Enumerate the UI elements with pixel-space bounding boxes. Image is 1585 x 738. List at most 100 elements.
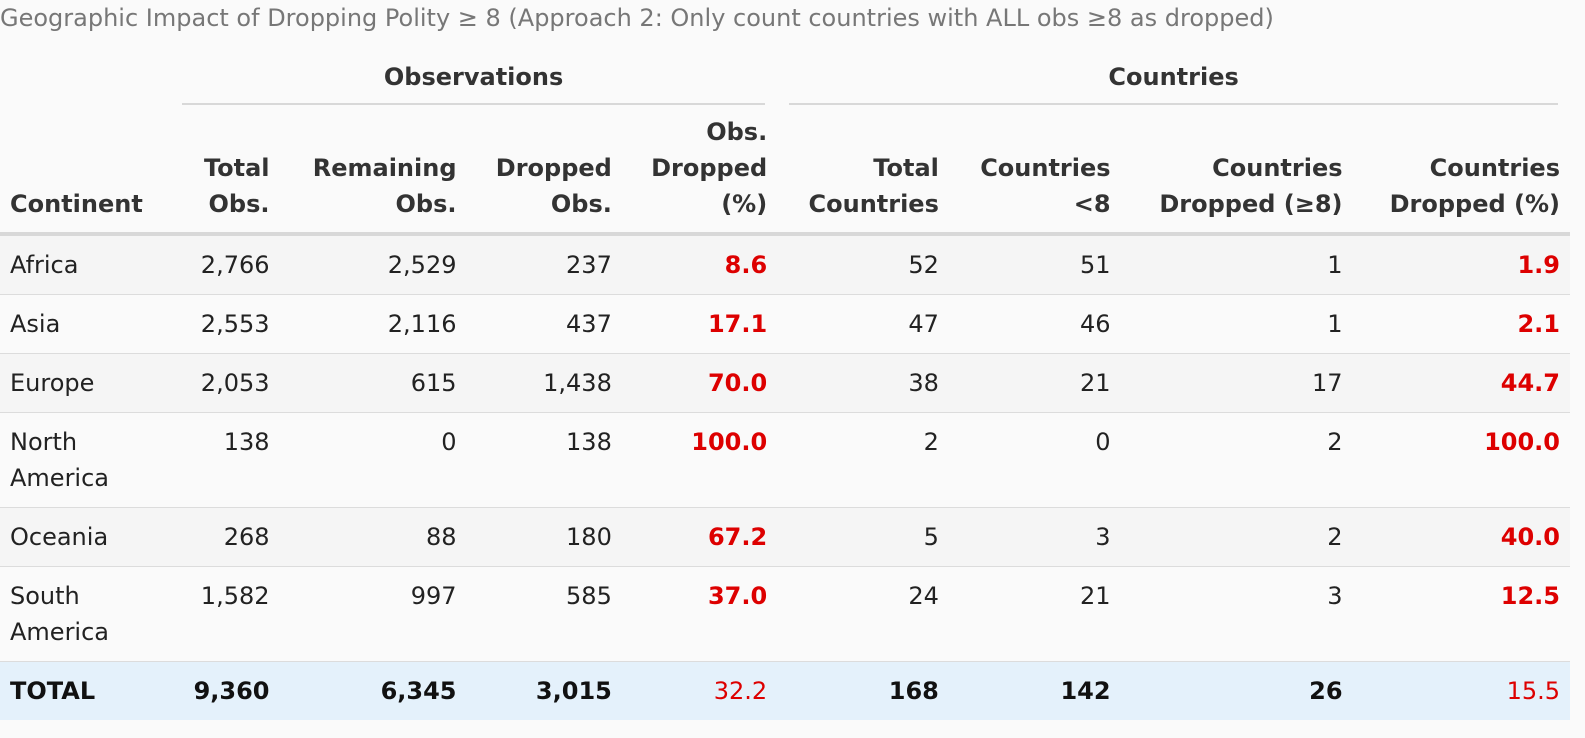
header-countries-dropped-pct: Countries Dropped (%) [1352, 108, 1570, 236]
header-line: Dropped [495, 154, 612, 182]
header-line: (%) [721, 190, 768, 218]
cell-dropped-obs: 585 [466, 566, 622, 662]
spanner-row: Observations Countries [0, 60, 1570, 108]
header-dropped-obs: Dropped Obs. [466, 108, 622, 236]
total-countries-lt8: 142 [948, 661, 1121, 720]
header-countries-dropped: Countries Dropped (≥8) [1120, 108, 1353, 236]
header-obs-dropped-pct: Obs. Dropped (%) [621, 108, 778, 236]
cell-countries-lt8: 21 [948, 353, 1121, 413]
cell-total-obs: 2,553 [170, 294, 280, 354]
cell-countries-dropped: 17 [1120, 353, 1353, 413]
cell-remaining-obs: 88 [279, 507, 467, 567]
column-header-row: Continent Total Obs. Remaining Obs. Drop… [0, 108, 1570, 236]
cell-remaining-obs: 2,116 [279, 294, 467, 354]
cell-dropped-obs: 437 [466, 294, 622, 354]
header-line: Remaining [312, 154, 457, 182]
cell-obs-dropped-pct: 67.2 [621, 507, 778, 567]
header-line: Countries [1429, 154, 1560, 182]
header-line: Countries [808, 190, 939, 218]
total-remaining-obs: 6,345 [279, 661, 467, 720]
total-total-countries: 168 [777, 661, 949, 720]
header-line: Dropped (≥8) [1159, 190, 1343, 218]
total-obs-dropped-pct: 32.2 [621, 661, 778, 720]
header-line: Obs. [208, 190, 270, 218]
cell-total-countries: 52 [777, 234, 949, 295]
continent-name-line: America [10, 464, 109, 492]
cell-obs-dropped-pct: 37.0 [621, 566, 778, 662]
cell-obs-dropped-pct: 8.6 [621, 234, 778, 295]
spanner-observations: Observations [170, 60, 777, 108]
cell-countries-dropped-pct: 100.0 [1352, 412, 1570, 508]
header-total-obs: Total Obs. [170, 108, 280, 236]
cell-dropped-obs: 237 [466, 234, 622, 295]
table-row: North America 138 0 138 100.0 2 0 2 100.0 [0, 412, 1570, 508]
cell-continent: South America [0, 566, 170, 662]
continent-name-line: Asia [10, 310, 61, 338]
cell-total-countries: 24 [777, 566, 949, 662]
spanner-countries: Countries [777, 60, 1570, 108]
header-line: Obs. [706, 118, 768, 146]
cell-countries-dropped-pct: 2.1 [1352, 294, 1570, 354]
header-line: Dropped [651, 154, 768, 182]
header-total-countries: Total Countries [777, 108, 949, 236]
polity-impact-table: Observations Countries Continent Total O… [0, 60, 1570, 720]
spanner-countries-label: Countries [789, 63, 1558, 105]
cell-total-countries: 38 [777, 353, 949, 413]
cell-countries-dropped: 2 [1120, 507, 1353, 567]
cell-countries-lt8: 3 [948, 507, 1121, 567]
header-countries-lt8: Countries <8 [948, 108, 1121, 236]
cell-total-obs: 2,053 [170, 353, 280, 413]
header-line: Countries [980, 154, 1111, 182]
cell-total-countries: 5 [777, 507, 949, 567]
cell-countries-dropped-pct: 40.0 [1352, 507, 1570, 567]
cell-countries-dropped-pct: 12.5 [1352, 566, 1570, 662]
total-row: TOTAL 9,360 6,345 3,015 32.2 168 142 26 … [0, 661, 1570, 720]
cell-remaining-obs: 0 [279, 412, 467, 508]
cell-continent: Africa [0, 234, 170, 295]
header-line: Total [873, 154, 939, 182]
header-line: <8 [1073, 190, 1111, 218]
cell-total-countries: 47 [777, 294, 949, 354]
table-row: Oceania 268 88 180 67.2 5 3 2 40.0 [0, 507, 1570, 567]
cell-obs-dropped-pct: 70.0 [621, 353, 778, 413]
table-row: South America 1,582 997 585 37.0 24 21 3 12.5 [0, 566, 1570, 662]
cell-countries-dropped-pct: 1.9 [1352, 234, 1570, 295]
cell-obs-dropped-pct: 17.1 [621, 294, 778, 354]
header-continent: Continent [0, 108, 170, 236]
table-body: Africa 2,766 2,529 237 8.6 52 51 1 1.9 Asia 2,553 2… [0, 234, 1570, 720]
header-line: Obs. [395, 190, 457, 218]
table-row: Africa 2,766 2,529 237 8.6 52 51 1 1.9 [0, 234, 1570, 295]
cell-countries-lt8: 21 [948, 566, 1121, 662]
cell-dropped-obs: 180 [466, 507, 622, 567]
cell-continent: North America [0, 412, 170, 508]
cell-remaining-obs: 997 [279, 566, 467, 662]
total-countries-dropped: 26 [1120, 661, 1353, 720]
cell-dropped-obs: 138 [466, 412, 622, 508]
header-remaining-obs: Remaining Obs. [279, 108, 467, 236]
total-total-obs: 9,360 [170, 661, 280, 720]
cell-remaining-obs: 2,529 [279, 234, 467, 295]
cell-total-obs: 268 [170, 507, 280, 567]
continent-name-line: North [10, 428, 78, 456]
spanner-blank [0, 60, 170, 108]
cell-obs-dropped-pct: 100.0 [621, 412, 778, 508]
cell-countries-dropped: 2 [1120, 412, 1353, 508]
cell-countries-lt8: 46 [948, 294, 1121, 354]
total-countries-dropped-pct: 15.5 [1352, 661, 1570, 720]
spanner-observations-label: Observations [182, 63, 766, 105]
continent-name-line: Oceania [10, 523, 109, 551]
cell-continent: Europe [0, 353, 170, 413]
cell-remaining-obs: 615 [279, 353, 467, 413]
cell-countries-dropped-pct: 44.7 [1352, 353, 1570, 413]
cell-countries-dropped: 1 [1120, 294, 1353, 354]
header-line: Dropped (%) [1389, 190, 1560, 218]
continent-name-line: South [10, 582, 80, 610]
table-row: Asia 2,553 2,116 437 17.1 47 46 1 2.1 [0, 294, 1570, 354]
cell-countries-lt8: 51 [948, 234, 1121, 295]
cell-continent: Asia [0, 294, 170, 354]
header-line: Total [203, 154, 270, 182]
total-dropped-obs: 3,015 [466, 661, 622, 720]
header-line: Obs. [550, 190, 612, 218]
continent-name-line: America [10, 618, 109, 646]
header-continent-label: Continent [10, 190, 143, 218]
